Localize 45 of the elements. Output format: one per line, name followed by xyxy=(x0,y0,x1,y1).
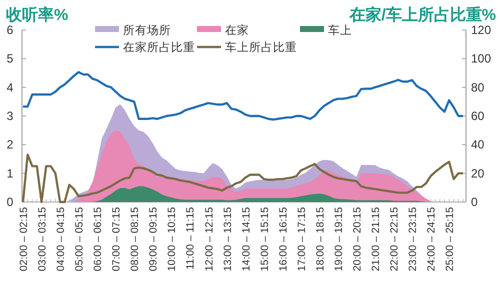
x-tick-label: 15:00 – 15:15 xyxy=(258,206,271,272)
x-tick-label: 07:00 – 07:15 xyxy=(110,206,123,272)
x-tick-label: 23:00 – 23:15 xyxy=(407,206,420,272)
y-tick-label: 1 xyxy=(6,166,14,180)
x-tick-label: 17:00 – 17:15 xyxy=(296,206,308,272)
x-tick-label: 25:00 – 25:15 xyxy=(444,206,456,272)
x-tick-label: 06:00 – 06:15 xyxy=(92,206,104,272)
y-axis-title: 收听率% xyxy=(6,5,68,24)
x-tick-label: 14:00 – 14:15 xyxy=(240,206,252,272)
x-tick-label: 11:00 – 11:15 xyxy=(184,206,197,270)
y2-tick-label: 100 xyxy=(471,52,492,66)
y-tick-label: 4 xyxy=(6,80,14,94)
y2-tick-label: 40 xyxy=(471,138,485,152)
x-tick-label: 10:00 – 10:15 xyxy=(166,206,178,272)
y2-tick-label: 60 xyxy=(471,109,485,123)
y2-axis-title: 在家/车上所占比重% xyxy=(348,5,496,24)
y2-tick-label: 80 xyxy=(471,80,485,94)
x-tick-label: 16:00 – 16:15 xyxy=(277,206,290,272)
legend-label: 所有场所 xyxy=(123,24,171,37)
x-tick-label: 04:00 – 04:15 xyxy=(55,206,68,272)
x-tick-label: 12:00 – 12:15 xyxy=(203,206,216,272)
y-tick-label: 2 xyxy=(6,138,14,152)
y-tick-label: 5 xyxy=(6,52,14,66)
x-tick-label: 13:00 – 13:15 xyxy=(222,206,234,272)
x-tick-label: 21:00 – 21:15 xyxy=(370,206,382,272)
y-tick-label: 0 xyxy=(6,195,14,209)
y-tick-label: 3 xyxy=(6,109,14,123)
x-tick-label: 09:00 – 09:15 xyxy=(148,206,160,272)
legend-label: 车上 xyxy=(328,23,352,37)
x-tick-label: 03:00 – 03:15 xyxy=(36,206,49,272)
x-tick-label: 02:00 – 02:15 xyxy=(18,206,30,272)
y2-tick-label: 0 xyxy=(471,195,478,209)
x-tick-label: 19:00 – 19:15 xyxy=(332,206,345,272)
x-tick-label: 05:00 – 05:15 xyxy=(74,206,86,272)
x-tick-label: 22:00 – 22:15 xyxy=(388,206,401,272)
x-tick-label: 18:00 – 18:15 xyxy=(314,206,326,272)
x-tick-label: 20:00 – 20:15 xyxy=(351,206,364,272)
x-tick-label: 24:00 – 24:15 xyxy=(426,206,438,272)
x-tick-label: 08:00 – 08:15 xyxy=(129,206,142,272)
y2-tick-label: 20 xyxy=(471,166,485,180)
legend-label: 在家 xyxy=(225,23,249,37)
y-tick-label: 6 xyxy=(6,23,14,37)
y2-tick-label: 120 xyxy=(471,23,492,37)
legend-label: 在家所占比重 xyxy=(123,40,195,54)
legend-label: 车上所占比重 xyxy=(225,40,297,54)
